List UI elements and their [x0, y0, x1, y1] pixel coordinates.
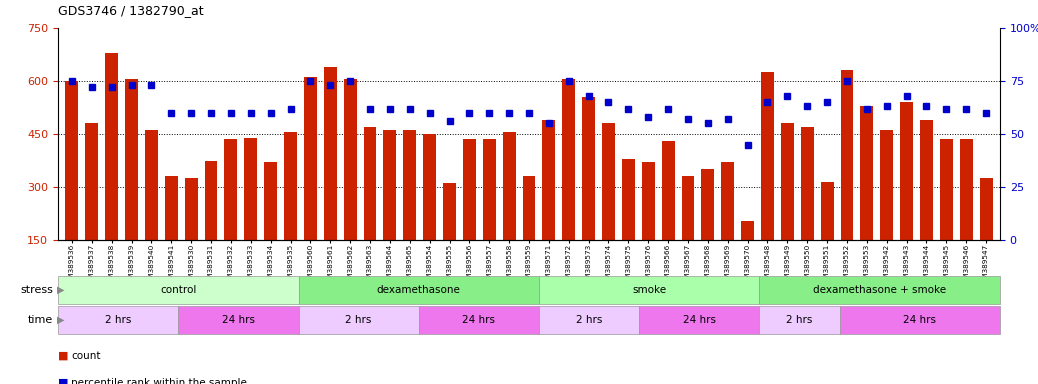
Text: 2 hrs: 2 hrs [576, 315, 602, 325]
Bar [58, 306, 179, 334]
Text: smoke: smoke [632, 285, 666, 295]
Bar [299, 306, 418, 334]
Bar [861, 106, 873, 240]
Bar [781, 123, 794, 240]
Bar [800, 127, 814, 240]
Bar [522, 176, 536, 240]
Bar [539, 276, 760, 304]
Bar [284, 132, 297, 240]
Bar [85, 123, 99, 240]
Text: dexamethasone: dexamethasone [377, 285, 461, 295]
Bar [204, 161, 218, 240]
Bar [821, 182, 834, 240]
Bar [563, 79, 575, 240]
Text: ▶: ▶ [57, 285, 64, 295]
Bar [224, 139, 238, 240]
Bar [418, 306, 539, 334]
Text: stress: stress [20, 285, 53, 295]
Bar [125, 79, 138, 240]
Bar [383, 131, 397, 240]
Bar [165, 176, 177, 240]
Text: 2 hrs: 2 hrs [105, 315, 132, 325]
Bar [939, 139, 953, 240]
Text: ■: ■ [58, 351, 69, 361]
Text: 2 hrs: 2 hrs [787, 315, 813, 325]
Text: 24 hrs: 24 hrs [462, 315, 495, 325]
Bar [960, 139, 973, 240]
Bar [721, 162, 734, 240]
Text: control: control [160, 285, 196, 295]
Bar [880, 131, 893, 240]
Bar [363, 127, 377, 240]
Bar [502, 132, 516, 240]
Bar [760, 276, 1000, 304]
Bar [105, 53, 118, 240]
Bar [463, 139, 475, 240]
Text: ■: ■ [58, 378, 69, 384]
Bar [424, 134, 436, 240]
Text: 24 hrs: 24 hrs [222, 315, 255, 325]
Bar [344, 79, 357, 240]
Bar [920, 120, 933, 240]
Text: dexamethasone + smoke: dexamethasone + smoke [813, 285, 947, 295]
Bar [304, 78, 317, 240]
Bar [185, 178, 197, 240]
Bar [58, 276, 299, 304]
Text: count: count [72, 351, 101, 361]
Text: time: time [28, 315, 53, 325]
Bar [539, 306, 639, 334]
Bar [622, 159, 635, 240]
Bar [65, 81, 79, 240]
Bar [980, 178, 992, 240]
Bar [265, 162, 277, 240]
Bar [179, 306, 299, 334]
Text: 24 hrs: 24 hrs [683, 315, 716, 325]
Bar [682, 176, 694, 240]
Bar [404, 131, 416, 240]
Bar [702, 169, 714, 240]
Text: 24 hrs: 24 hrs [903, 315, 936, 325]
Bar [299, 276, 539, 304]
Bar [741, 220, 754, 240]
Bar [840, 306, 1000, 334]
Bar [760, 306, 840, 334]
Bar [661, 141, 675, 240]
Bar [582, 97, 595, 240]
Bar [443, 184, 456, 240]
Bar [145, 131, 158, 240]
Text: GDS3746 / 1382790_at: GDS3746 / 1382790_at [58, 4, 203, 17]
Bar [900, 102, 913, 240]
Bar [324, 67, 336, 240]
Bar [543, 120, 555, 240]
Bar [244, 137, 257, 240]
Bar [761, 72, 774, 240]
Text: 2 hrs: 2 hrs [346, 315, 372, 325]
Bar [602, 123, 614, 240]
Bar [483, 139, 496, 240]
Bar [841, 70, 853, 240]
Text: ▶: ▶ [57, 315, 64, 325]
Bar [639, 306, 760, 334]
Bar [641, 162, 655, 240]
Text: percentile rank within the sample: percentile rank within the sample [72, 378, 247, 384]
